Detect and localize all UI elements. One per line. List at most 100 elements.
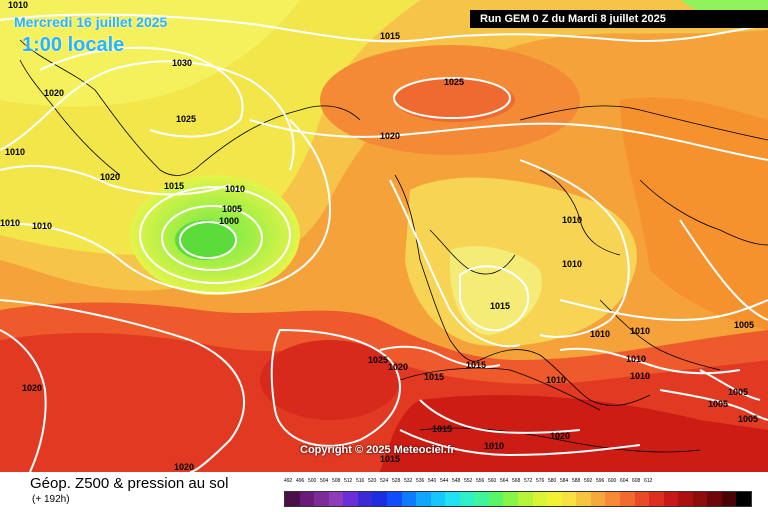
legend-swatch [634, 492, 650, 506]
legend-value: 528 [392, 478, 401, 484]
legend-value: 520 [368, 478, 377, 484]
legend-value: 564 [500, 478, 509, 484]
legend-swatch [445, 492, 460, 506]
legend-swatch [590, 492, 606, 506]
legend-swatch [285, 492, 300, 506]
isobar-label: 1010 [32, 221, 53, 231]
legend-value: 532 [404, 478, 413, 484]
legend-swatch [328, 492, 344, 506]
isobar-label: 1010 [630, 371, 651, 381]
legend-value: 544 [440, 478, 449, 484]
legend-values: 492 496 500 504 508 512 516 520 524 528 532 536 540 5… [284, 478, 752, 488]
legend-value: 516 [356, 478, 365, 484]
copyright-notice: Copyright © 2025 Meteociel.fr [300, 444, 455, 456]
legend-swatch [736, 492, 751, 506]
isobar-label: 1005 [222, 204, 243, 214]
isobar-label: 1010 [630, 326, 651, 336]
legend-swatch [561, 492, 577, 506]
isobar-label: 1020 [380, 131, 401, 141]
isobar-label: 1000 [219, 216, 240, 226]
legend-swatch [459, 492, 475, 506]
isobar-label: 1015 [380, 31, 401, 41]
legend-swatch [663, 492, 679, 506]
legend-swatch [532, 492, 548, 506]
isobar-label: 1015 [466, 360, 487, 370]
legend-value: 536 [416, 478, 425, 484]
legend-value: 612 [644, 478, 653, 484]
legend-value: 500 [308, 478, 317, 484]
isobars [0, 13, 768, 472]
legend-value: 508 [332, 478, 341, 484]
isobar-label: 1030 [172, 58, 193, 68]
legend-swatch [357, 492, 373, 506]
isobar-label: 1025 [444, 77, 465, 87]
legend-value: 600 [608, 478, 617, 484]
legend-swatch [619, 492, 635, 506]
legend-value: 512 [344, 478, 353, 484]
isobar-label: 1010 [590, 329, 611, 339]
legend-swatch [430, 492, 446, 506]
isobar-label: 1010 [546, 375, 567, 385]
legend-swatch [692, 492, 708, 506]
isobar-label: 1005 [708, 399, 729, 409]
legend-value: 492 [284, 478, 293, 484]
legend-swatch [678, 492, 693, 506]
legend-color-bar [284, 491, 752, 507]
isobar-label: 1020 [388, 362, 409, 372]
legend-value: 584 [560, 478, 569, 484]
isobar-label: 1010 [484, 441, 505, 451]
isobar-label: 1015 [164, 181, 185, 191]
isobar-label: 1015 [490, 301, 511, 311]
legend-swatch [576, 492, 591, 506]
map-footer: Géop. Z500 & pression au sol (+ 192h) 49… [0, 472, 768, 512]
legend-value: 572 [524, 478, 533, 484]
forecast-date: Mercredi 16 juillet 2025 [14, 14, 168, 30]
isobar-label: 1010 [562, 215, 583, 225]
legend-swatch [707, 492, 722, 506]
isobar-label: 1005 [728, 387, 749, 397]
isobar-label: 1025 [176, 114, 197, 124]
legend-value: 608 [632, 478, 641, 484]
isobar-label: 1020 [174, 462, 195, 472]
forecast-lead-time: (+ 192h) [32, 494, 70, 505]
legend-swatch [386, 492, 402, 506]
legend-value: 568 [512, 478, 521, 484]
legend-value: 504 [320, 478, 329, 484]
isobar-label: 1020 [550, 431, 571, 441]
isobar-label: 1025 [368, 355, 389, 365]
legend-value: 576 [536, 478, 545, 484]
legend-swatch [488, 492, 504, 506]
legend-swatch [474, 492, 489, 506]
weather-map: Mercredi 16 juillet 2025 1:00 locale Run… [0, 0, 768, 472]
isobar-label: 1010 [626, 354, 647, 364]
forecast-local-time: 1:00 locale [22, 34, 125, 56]
legend-swatch [503, 492, 518, 506]
map-canvas [0, 0, 768, 472]
isobar-label: 1010 [5, 147, 26, 157]
isobar-label: 1020 [100, 172, 121, 182]
legend-swatch [518, 492, 533, 506]
isobar-label: 1020 [44, 88, 65, 98]
run-info: Run GEM 0 Z du Mardi 8 juillet 2025 [470, 10, 768, 28]
isobar-label: 1010 [8, 0, 29, 10]
legend-value: 548 [452, 478, 461, 484]
legend-swatch [314, 492, 329, 506]
legend-value: 552 [464, 478, 473, 484]
legend-value: 560 [488, 478, 497, 484]
legend-value: 580 [548, 478, 557, 484]
legend-value: 604 [620, 478, 629, 484]
legend-value: 592 [584, 478, 593, 484]
legend-value: 524 [380, 478, 389, 484]
legend-swatch [401, 492, 417, 506]
isobar-label: 1015 [424, 372, 445, 382]
isobar-label: 1005 [734, 320, 755, 330]
legend-swatch [649, 492, 664, 506]
isobar-label: 1010 [562, 259, 583, 269]
legend-value: 588 [572, 478, 581, 484]
legend-value: 540 [428, 478, 437, 484]
isobar-label: 1020 [22, 383, 43, 393]
legend-value: 496 [296, 478, 305, 484]
isobar-label: 1015 [432, 424, 453, 434]
legend-swatch [372, 492, 387, 506]
legend-swatch [299, 492, 315, 506]
